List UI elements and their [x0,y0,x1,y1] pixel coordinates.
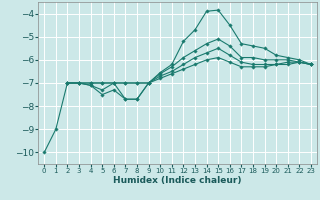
X-axis label: Humidex (Indice chaleur): Humidex (Indice chaleur) [113,176,242,185]
